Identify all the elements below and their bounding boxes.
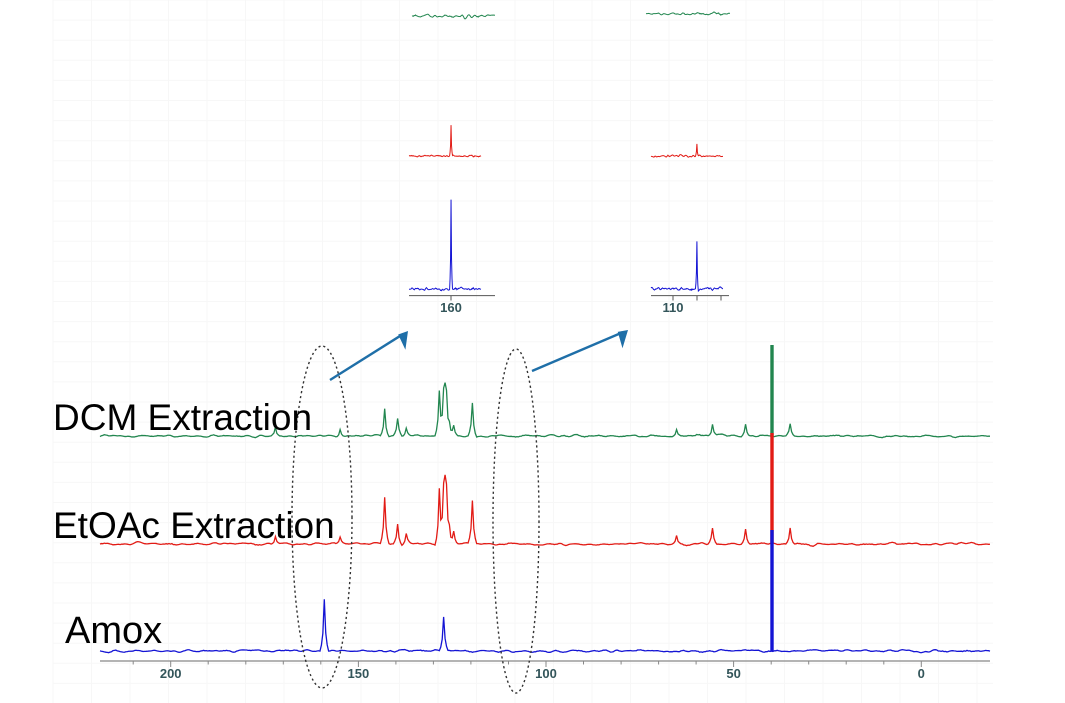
- svg-text:150: 150: [348, 666, 370, 681]
- svg-text:160: 160: [440, 300, 462, 315]
- svg-text:0: 0: [918, 666, 925, 681]
- svg-text:110: 110: [663, 300, 684, 315]
- svg-text:100: 100: [535, 666, 557, 681]
- svg-text:200: 200: [160, 666, 182, 681]
- svg-text:50: 50: [726, 666, 740, 681]
